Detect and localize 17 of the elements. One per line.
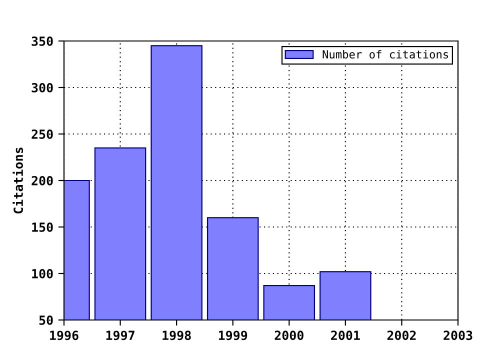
x-tick-label: 1997 <box>106 330 134 340</box>
x-tick-label: 1998 <box>162 330 191 340</box>
legend-label: Number of citations <box>322 50 448 59</box>
x-tick-label: 2001 <box>331 330 360 340</box>
y-tick-label: 250 <box>32 129 53 139</box>
y-tick-label: 150 <box>32 222 53 232</box>
x-tick-label: 1999 <box>218 330 248 340</box>
y-tick-label: 50 <box>39 315 53 325</box>
y-tick-label: 200 <box>32 176 53 186</box>
y-tick-label: 350 <box>32 36 53 46</box>
x-tick-label: 1996 <box>50 330 78 340</box>
y-tick-label: 100 <box>32 268 53 278</box>
y-tick-label: 300 <box>32 82 53 92</box>
x-tick-label: 2002 <box>387 330 416 340</box>
y-axis-title: Citations <box>12 148 24 214</box>
x-tick-label: 2000 <box>274 330 304 340</box>
x-tick-label: 2003 <box>444 330 472 340</box>
